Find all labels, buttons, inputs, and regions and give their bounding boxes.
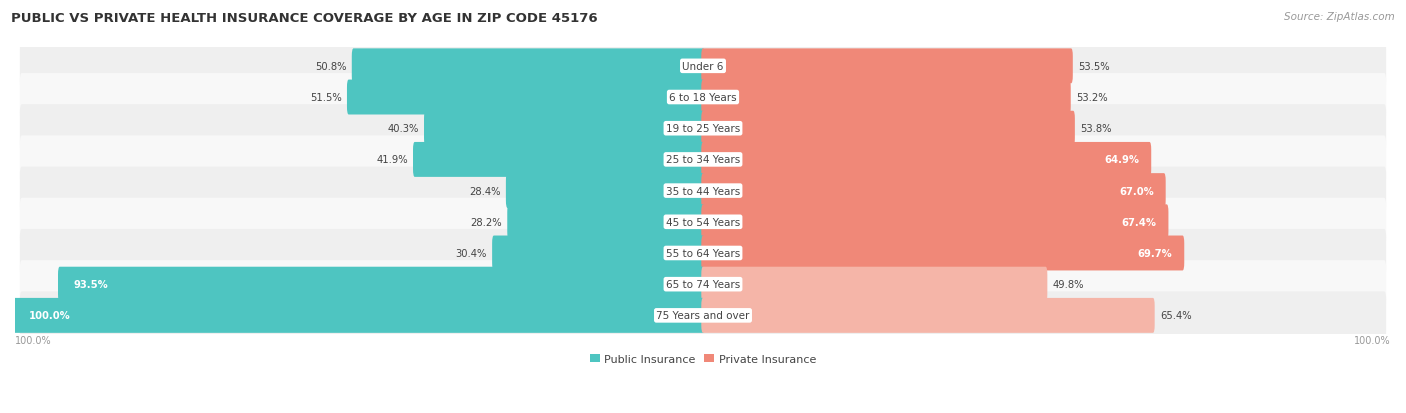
- Text: 45 to 54 Years: 45 to 54 Years: [666, 217, 740, 227]
- Text: 35 to 44 Years: 35 to 44 Years: [666, 186, 740, 196]
- FancyBboxPatch shape: [413, 142, 704, 178]
- FancyBboxPatch shape: [20, 167, 1386, 215]
- FancyBboxPatch shape: [20, 74, 1386, 122]
- FancyBboxPatch shape: [20, 229, 1386, 278]
- Text: 53.5%: 53.5%: [1078, 62, 1109, 72]
- FancyBboxPatch shape: [58, 267, 704, 302]
- FancyBboxPatch shape: [20, 261, 1386, 309]
- Text: 69.7%: 69.7%: [1137, 248, 1173, 259]
- FancyBboxPatch shape: [702, 236, 1184, 271]
- FancyBboxPatch shape: [702, 267, 1047, 302]
- Text: 64.9%: 64.9%: [1104, 155, 1139, 165]
- Legend: Public Insurance, Private Insurance: Public Insurance, Private Insurance: [585, 350, 821, 369]
- Text: 49.8%: 49.8%: [1053, 280, 1084, 290]
- FancyBboxPatch shape: [20, 105, 1386, 153]
- Text: 19 to 25 Years: 19 to 25 Years: [666, 124, 740, 134]
- FancyBboxPatch shape: [352, 49, 704, 84]
- Text: 75 Years and over: 75 Years and over: [657, 311, 749, 320]
- Text: 51.5%: 51.5%: [311, 93, 342, 103]
- Text: 55 to 64 Years: 55 to 64 Years: [666, 248, 740, 259]
- Text: 67.4%: 67.4%: [1122, 217, 1156, 227]
- Text: Source: ZipAtlas.com: Source: ZipAtlas.com: [1284, 12, 1395, 22]
- Text: 30.4%: 30.4%: [456, 248, 486, 259]
- Text: 100.0%: 100.0%: [1354, 335, 1391, 345]
- FancyBboxPatch shape: [347, 81, 704, 115]
- FancyBboxPatch shape: [702, 142, 1152, 178]
- FancyBboxPatch shape: [20, 198, 1386, 246]
- Text: Under 6: Under 6: [682, 62, 724, 72]
- FancyBboxPatch shape: [702, 174, 1166, 209]
- FancyBboxPatch shape: [13, 298, 704, 333]
- FancyBboxPatch shape: [492, 236, 704, 271]
- Text: 50.8%: 50.8%: [315, 62, 347, 72]
- FancyBboxPatch shape: [702, 205, 1168, 240]
- FancyBboxPatch shape: [702, 81, 1071, 115]
- Text: 6 to 18 Years: 6 to 18 Years: [669, 93, 737, 103]
- Text: 40.3%: 40.3%: [388, 124, 419, 134]
- Text: 28.2%: 28.2%: [471, 217, 502, 227]
- FancyBboxPatch shape: [506, 174, 704, 209]
- Text: 65.4%: 65.4%: [1160, 311, 1191, 320]
- Text: 25 to 34 Years: 25 to 34 Years: [666, 155, 740, 165]
- Text: 100.0%: 100.0%: [28, 311, 70, 320]
- Text: 67.0%: 67.0%: [1119, 186, 1154, 196]
- Text: 93.5%: 93.5%: [73, 280, 108, 290]
- Text: 100.0%: 100.0%: [15, 335, 52, 345]
- Text: 41.9%: 41.9%: [377, 155, 408, 165]
- Text: 53.8%: 53.8%: [1080, 124, 1112, 134]
- Text: PUBLIC VS PRIVATE HEALTH INSURANCE COVERAGE BY AGE IN ZIP CODE 45176: PUBLIC VS PRIVATE HEALTH INSURANCE COVER…: [11, 12, 598, 25]
- FancyBboxPatch shape: [20, 292, 1386, 339]
- FancyBboxPatch shape: [20, 136, 1386, 184]
- FancyBboxPatch shape: [702, 298, 1154, 333]
- FancyBboxPatch shape: [508, 205, 704, 240]
- Text: 65 to 74 Years: 65 to 74 Years: [666, 280, 740, 290]
- FancyBboxPatch shape: [20, 43, 1386, 90]
- FancyBboxPatch shape: [702, 112, 1074, 146]
- Text: 53.2%: 53.2%: [1076, 93, 1108, 103]
- Text: 28.4%: 28.4%: [470, 186, 501, 196]
- FancyBboxPatch shape: [425, 112, 704, 146]
- FancyBboxPatch shape: [702, 49, 1073, 84]
